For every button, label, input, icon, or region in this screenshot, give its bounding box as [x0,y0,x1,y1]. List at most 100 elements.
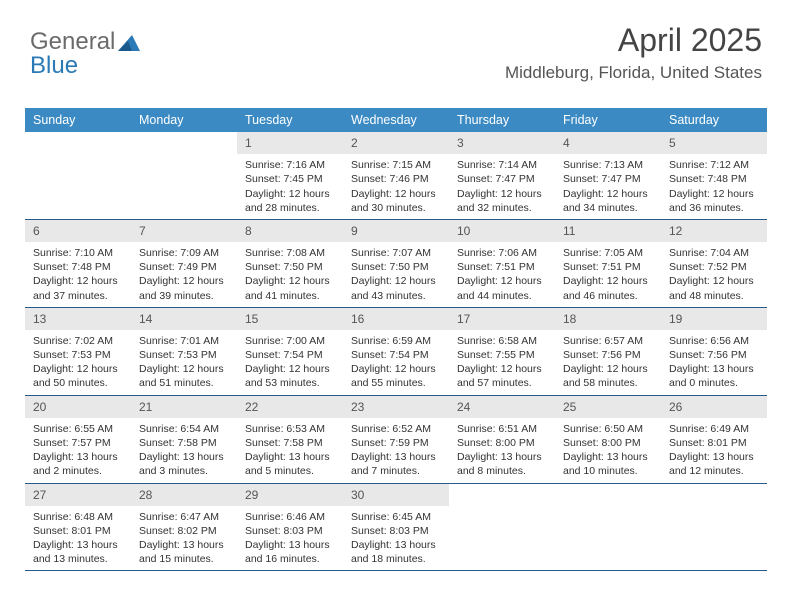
day-number: 20 [25,396,131,418]
daylight-text: and 50 minutes. [33,376,123,390]
day-number: 28 [131,484,237,506]
calendar-cell: 11Sunrise: 7:05 AMSunset: 7:51 PMDayligh… [555,220,661,307]
sunset-text: Sunset: 8:02 PM [139,524,229,538]
sunrise-text: Sunrise: 7:09 AM [139,246,229,260]
day-header: Monday [131,108,237,132]
calendar-week: 20Sunrise: 6:55 AMSunset: 7:57 PMDayligh… [25,396,767,484]
calendar-cell: 5Sunrise: 7:12 AMSunset: 7:48 PMDaylight… [661,132,767,219]
sunrise-text: Sunrise: 6:52 AM [351,422,441,436]
daylight-text: and 10 minutes. [563,464,653,478]
triangle-icon [118,33,140,51]
daylight-text: Daylight: 12 hours [563,187,653,201]
daylight-text: and 37 minutes. [33,289,123,303]
sunset-text: Sunset: 8:01 PM [669,436,759,450]
sunrise-text: Sunrise: 7:01 AM [139,334,229,348]
calendar-cell: 1Sunrise: 7:16 AMSunset: 7:45 PMDaylight… [237,132,343,219]
day-number: 26 [661,396,767,418]
sunset-text: Sunset: 7:58 PM [139,436,229,450]
sunrise-text: Sunrise: 6:46 AM [245,510,335,524]
daylight-text: Daylight: 13 hours [351,450,441,464]
daylight-text: Daylight: 12 hours [139,274,229,288]
cell-body: Sunrise: 6:49 AMSunset: 8:01 PMDaylight:… [661,418,767,483]
daylight-text: and 44 minutes. [457,289,547,303]
day-number: 21 [131,396,237,418]
daylight-text: and 53 minutes. [245,376,335,390]
sunset-text: Sunset: 7:58 PM [245,436,335,450]
daylight-text: and 0 minutes. [669,376,759,390]
calendar-week: 13Sunrise: 7:02 AMSunset: 7:53 PMDayligh… [25,308,767,396]
cell-body: Sunrise: 6:46 AMSunset: 8:03 PMDaylight:… [237,506,343,571]
calendar: Sunday Monday Tuesday Wednesday Thursday… [25,108,767,571]
cell-body: Sunrise: 6:48 AMSunset: 8:01 PMDaylight:… [25,506,131,571]
calendar-cell: 18Sunrise: 6:57 AMSunset: 7:56 PMDayligh… [555,308,661,395]
calendar-cell: 4Sunrise: 7:13 AMSunset: 7:47 PMDaylight… [555,132,661,219]
day-header: Friday [555,108,661,132]
daylight-text: and 55 minutes. [351,376,441,390]
daylight-text: and 13 minutes. [33,552,123,566]
daylight-text: and 32 minutes. [457,201,547,215]
calendar-cell: 13Sunrise: 7:02 AMSunset: 7:53 PMDayligh… [25,308,131,395]
daylight-text: and 51 minutes. [139,376,229,390]
brand-part2: Blue [30,52,78,79]
sunset-text: Sunset: 8:03 PM [245,524,335,538]
calendar-cell: 2Sunrise: 7:15 AMSunset: 7:46 PMDaylight… [343,132,449,219]
sunset-text: Sunset: 7:49 PM [139,260,229,274]
cell-body: Sunrise: 6:58 AMSunset: 7:55 PMDaylight:… [449,330,555,395]
calendar-cell: 7Sunrise: 7:09 AMSunset: 7:49 PMDaylight… [131,220,237,307]
day-number: 25 [555,396,661,418]
cell-body: Sunrise: 7:14 AMSunset: 7:47 PMDaylight:… [449,154,555,219]
day-number: 19 [661,308,767,330]
day-number: 27 [25,484,131,506]
cell-body: Sunrise: 7:00 AMSunset: 7:54 PMDaylight:… [237,330,343,395]
daylight-text: Daylight: 12 hours [351,187,441,201]
sunrise-text: Sunrise: 6:45 AM [351,510,441,524]
brand-line2: Blue [30,52,78,80]
sunset-text: Sunset: 8:00 PM [457,436,547,450]
cell-body: Sunrise: 6:57 AMSunset: 7:56 PMDaylight:… [555,330,661,395]
calendar-cell: 30Sunrise: 6:45 AMSunset: 8:03 PMDayligh… [343,484,449,571]
calendar-cell: 6Sunrise: 7:10 AMSunset: 7:48 PMDaylight… [25,220,131,307]
calendar-cell: 29Sunrise: 6:46 AMSunset: 8:03 PMDayligh… [237,484,343,571]
sunset-text: Sunset: 7:50 PM [351,260,441,274]
sunrise-text: Sunrise: 7:00 AM [245,334,335,348]
sunrise-text: Sunrise: 7:04 AM [669,246,759,260]
sunrise-text: Sunrise: 7:08 AM [245,246,335,260]
sunrise-text: Sunrise: 6:59 AM [351,334,441,348]
day-number: 16 [343,308,449,330]
calendar-cell: 20Sunrise: 6:55 AMSunset: 7:57 PMDayligh… [25,396,131,483]
sunrise-text: Sunrise: 7:10 AM [33,246,123,260]
calendar-week: 6Sunrise: 7:10 AMSunset: 7:48 PMDaylight… [25,220,767,308]
day-number: 5 [661,132,767,154]
sunrise-text: Sunrise: 7:14 AM [457,158,547,172]
sunset-text: Sunset: 7:52 PM [669,260,759,274]
calendar-cell: 15Sunrise: 7:00 AMSunset: 7:54 PMDayligh… [237,308,343,395]
calendar-cell: 23Sunrise: 6:52 AMSunset: 7:59 PMDayligh… [343,396,449,483]
daylight-text: Daylight: 13 hours [457,450,547,464]
page-header: April 2025 Middleburg, Florida, United S… [505,22,762,83]
daylight-text: and 41 minutes. [245,289,335,303]
daylight-text: and 34 minutes. [563,201,653,215]
cell-body: Sunrise: 7:10 AMSunset: 7:48 PMDaylight:… [25,242,131,307]
daylight-text: Daylight: 13 hours [139,538,229,552]
daylight-text: Daylight: 12 hours [563,274,653,288]
sunset-text: Sunset: 7:48 PM [33,260,123,274]
cell-body: Sunrise: 6:47 AMSunset: 8:02 PMDaylight:… [131,506,237,571]
day-number: 29 [237,484,343,506]
daylight-text: and 8 minutes. [457,464,547,478]
sunset-text: Sunset: 7:51 PM [563,260,653,274]
day-number: 1 [237,132,343,154]
sunrise-text: Sunrise: 6:49 AM [669,422,759,436]
cell-body: Sunrise: 7:13 AMSunset: 7:47 PMDaylight:… [555,154,661,219]
calendar-cell: 17Sunrise: 6:58 AMSunset: 7:55 PMDayligh… [449,308,555,395]
month-title: April 2025 [505,22,762,59]
sunset-text: Sunset: 7:59 PM [351,436,441,450]
sunrise-text: Sunrise: 7:07 AM [351,246,441,260]
daylight-text: Daylight: 13 hours [245,450,335,464]
daylight-text: Daylight: 13 hours [33,538,123,552]
sunrise-text: Sunrise: 6:53 AM [245,422,335,436]
sunrise-text: Sunrise: 7:02 AM [33,334,123,348]
day-header: Tuesday [237,108,343,132]
daylight-text: Daylight: 12 hours [33,274,123,288]
sunrise-text: Sunrise: 7:12 AM [669,158,759,172]
sunset-text: Sunset: 7:57 PM [33,436,123,450]
